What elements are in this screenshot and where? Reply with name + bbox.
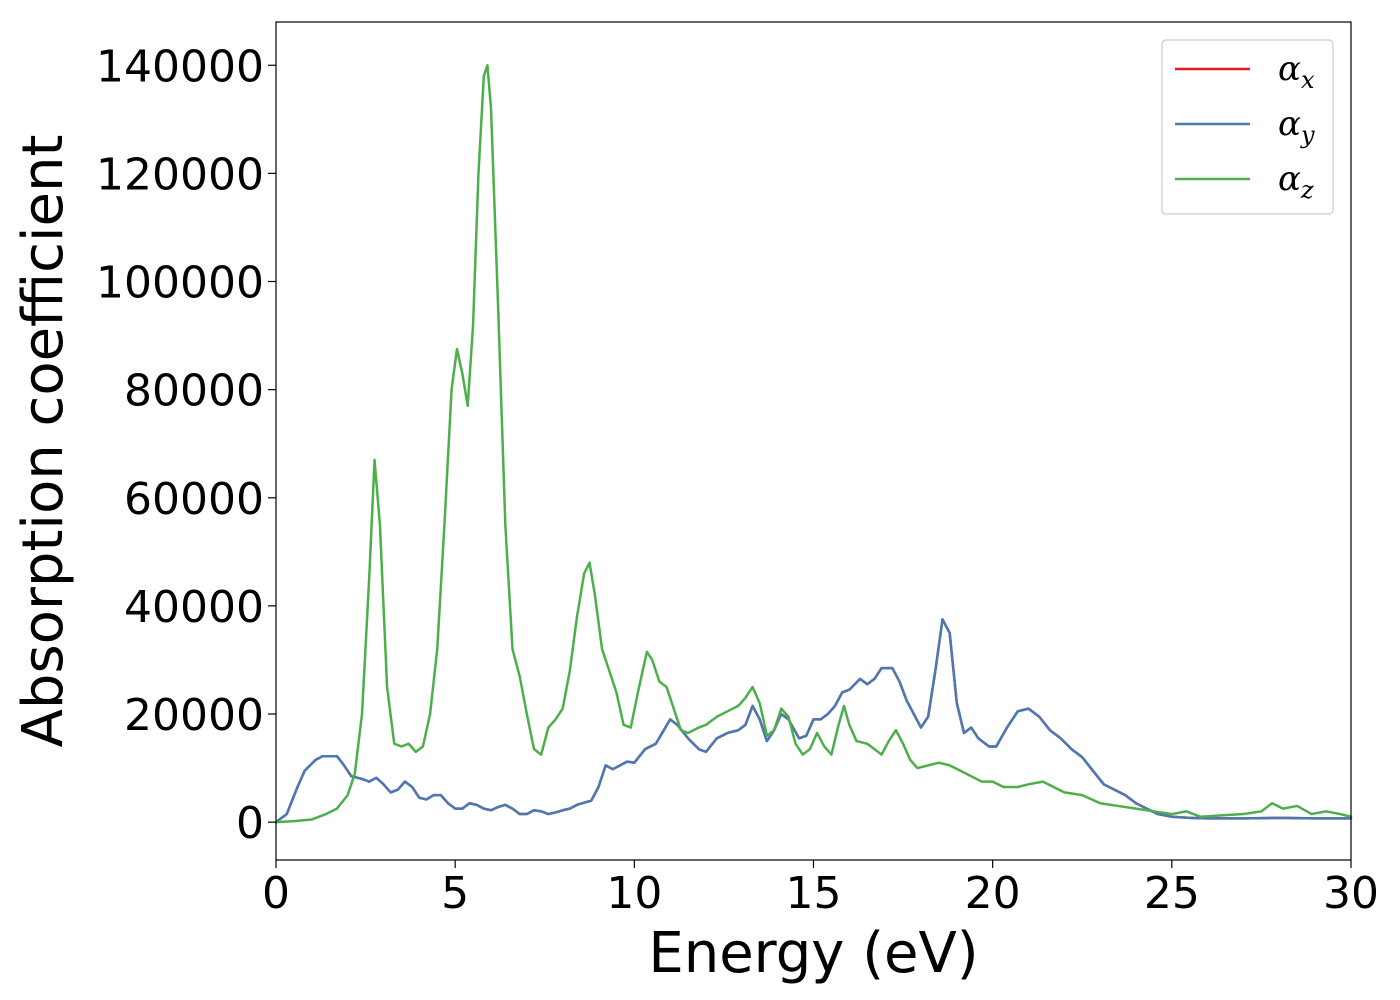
x-axis-ticks: 0 5 10 15 20 25 30: [262, 860, 1379, 919]
x-tick-label: 5: [441, 868, 469, 919]
y-tick-label: 0: [236, 798, 264, 849]
y-tick-label: 140000: [96, 41, 264, 92]
series-layer: [274, 64, 1353, 824]
y-tick-label: 100000: [96, 258, 264, 309]
y-tick-label: 20000: [124, 690, 264, 741]
x-tick-label: 0: [262, 868, 290, 919]
x-tick-label: 30: [1323, 868, 1379, 919]
y-tick-label: 80000: [124, 366, 264, 417]
y-axis-ticks: 0 20000 40000 60000 80000 100000 120000 140000: [96, 41, 276, 849]
legend-label-y: αy: [1278, 104, 1315, 149]
y-axis-label: Absorption coefficient: [11, 135, 76, 748]
series-line-y: [274, 618, 1353, 824]
y-tick-label: 60000: [124, 474, 264, 525]
legend-label-z: αz: [1278, 159, 1314, 204]
x-tick-label: 25: [1144, 868, 1200, 919]
x-tick-label: 20: [965, 868, 1021, 919]
legend-frame: [1161, 39, 1334, 215]
y-tick-label: 40000: [124, 582, 264, 633]
x-axis-label: Energy (eV): [648, 921, 978, 986]
y-tick-label: 120000: [96, 149, 264, 200]
legend: αx αy αz: [1161, 39, 1334, 215]
x-tick-label: 10: [606, 868, 662, 919]
series-line-z: [274, 64, 1353, 824]
x-tick-label: 15: [786, 868, 842, 919]
legend-label-x: αx: [1278, 49, 1315, 94]
